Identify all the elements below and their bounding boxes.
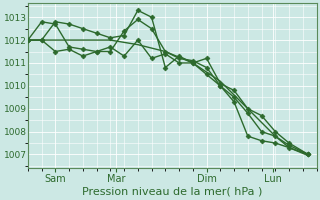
X-axis label: Pression niveau de la mer( hPa ): Pression niveau de la mer( hPa ) [82,187,262,197]
